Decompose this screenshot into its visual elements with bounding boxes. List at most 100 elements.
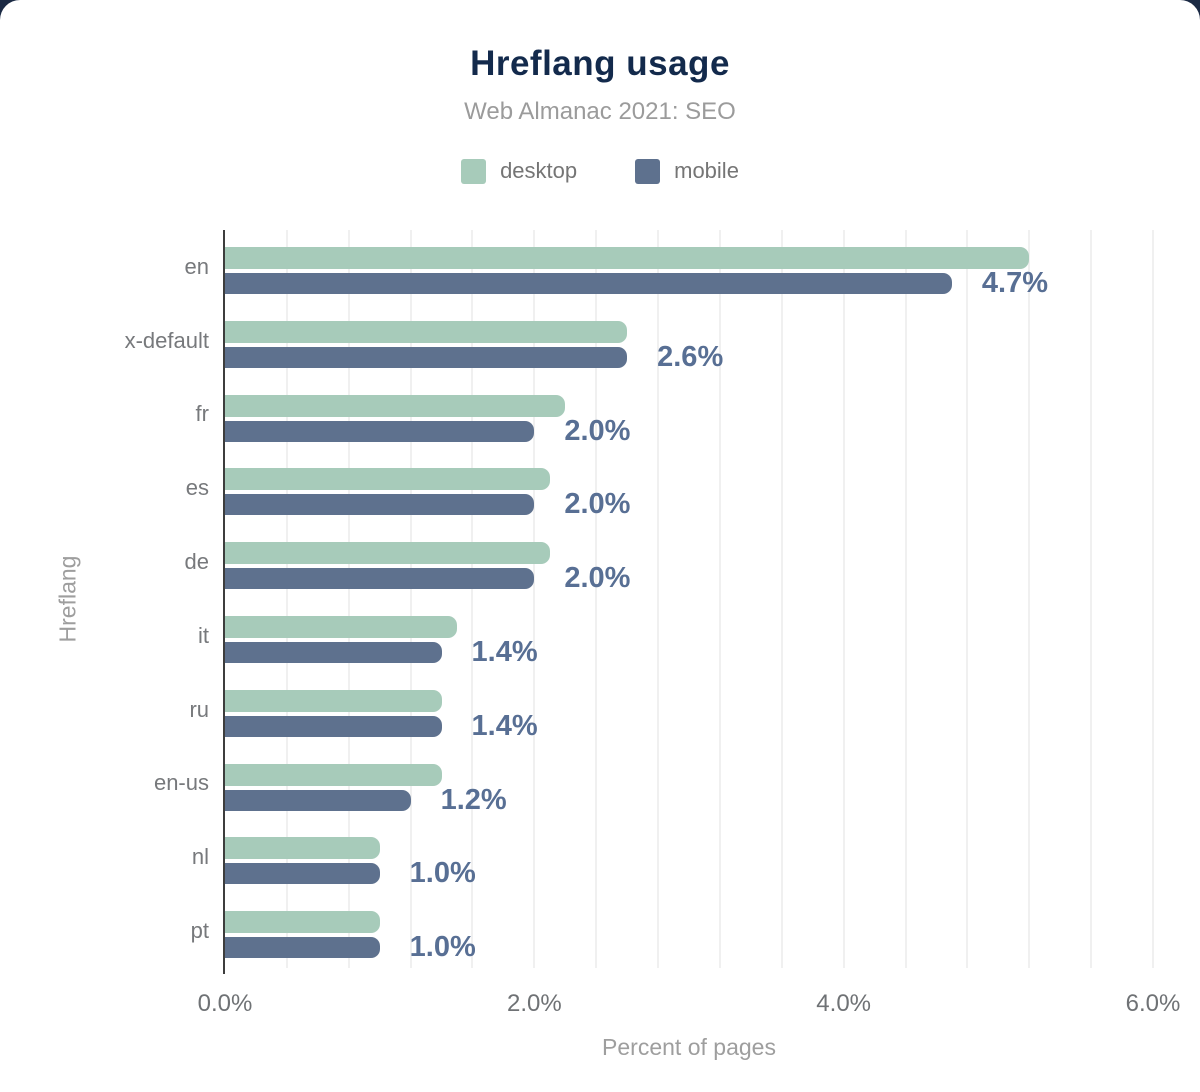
bar-line: 1.4% <box>225 635 1153 668</box>
data-label: 2.6% <box>657 340 724 373</box>
bar-line <box>225 689 1153 712</box>
gridline <box>842 230 845 968</box>
desktop-bar <box>225 394 566 417</box>
legend-label-desktop: desktop <box>500 158 578 183</box>
bar-line: 1.4% <box>225 709 1153 742</box>
bar-line: 2.0% <box>225 488 1153 521</box>
gridline <box>657 230 660 968</box>
gridline <box>1152 230 1154 968</box>
mobile-bar <box>225 641 442 663</box>
mobile-bar <box>225 346 628 368</box>
legend-item-desktop: desktop <box>461 158 577 184</box>
category-label: ru <box>189 696 209 722</box>
chart-row: it 1.4% <box>198 599 1153 673</box>
mobile-bar <box>225 789 411 811</box>
mobile-bar <box>225 937 380 959</box>
mobile-bar <box>225 568 535 590</box>
bar-group: 2.0% <box>225 542 1153 593</box>
data-label: 4.7% <box>981 267 1049 299</box>
bar-line <box>225 394 1153 417</box>
desktop-bar <box>225 615 457 638</box>
category-label: x-default <box>124 327 209 353</box>
legend: desktop mobile <box>0 158 1200 184</box>
data-label: 1.2% <box>440 783 507 816</box>
legend-label-mobile: mobile <box>674 158 739 183</box>
mobile-bar <box>225 420 535 442</box>
category-label: es <box>185 475 209 501</box>
rows: en 4.7% x-default 2.6% fr 2.0% es 2.0% de 2.0% it 1… <box>125 230 1153 968</box>
data-label: 1.4% <box>471 635 538 668</box>
bar-line <box>225 542 1153 565</box>
category-label: nl <box>191 844 209 870</box>
y-axis-line <box>223 230 225 974</box>
desktop-bar <box>225 911 380 934</box>
gridline <box>966 230 969 968</box>
bar-line: 1.2% <box>225 783 1153 816</box>
chart-row: de 2.0% <box>185 525 1153 599</box>
desktop-bar <box>225 468 550 491</box>
desktop-swatch-icon <box>461 158 487 184</box>
bar-group: 1.0% <box>225 911 1153 964</box>
category-label: pt <box>190 918 209 944</box>
bar-line: 1.0% <box>225 931 1153 964</box>
x-tick-label: 2.0% <box>506 990 562 1017</box>
legend-item-mobile: mobile <box>635 158 739 184</box>
desktop-bar <box>225 542 550 565</box>
data-label: 2.0% <box>564 414 631 447</box>
gridline <box>595 230 598 968</box>
bar-line: 2.6% <box>225 340 1153 373</box>
bar-line: 2.0% <box>225 564 1153 593</box>
chart-row: x-default 2.6% <box>125 304 1153 378</box>
bar-line: 4.7% <box>225 267 1153 299</box>
gridline <box>471 230 474 968</box>
x-tick-label: 4.0% <box>816 990 872 1017</box>
chart-row: fr 2.0% <box>196 378 1153 452</box>
bar-line <box>225 615 1153 638</box>
chart-row: nl 1.0% <box>192 820 1153 894</box>
bar-line <box>225 837 1153 860</box>
bar-group: 1.4% <box>225 689 1153 742</box>
chart-row: ru 1.4% <box>189 673 1153 747</box>
bar-line: 2.0% <box>225 414 1153 447</box>
mobile-bar <box>225 273 952 294</box>
gridline <box>285 230 288 968</box>
gridline <box>533 230 536 968</box>
desktop-bar <box>225 763 442 786</box>
bar-line <box>225 468 1153 491</box>
category-label: fr <box>195 401 209 427</box>
bar-line <box>225 320 1153 343</box>
x-tick-label: 6.0% <box>1125 990 1181 1017</box>
gridline <box>409 230 412 968</box>
desktop-bar <box>225 689 442 712</box>
plot-area: en 4.7% x-default 2.6% fr 2.0% es 2.0% de 2.0% it 1… <box>55 230 1180 1060</box>
bar-group: 2.0% <box>225 394 1153 447</box>
chart-subtitle: Web Almanac 2021: SEO <box>464 98 736 125</box>
gridline <box>780 230 783 968</box>
data-label: 2.0% <box>564 488 631 521</box>
mobile-swatch-icon <box>635 158 661 184</box>
category-label: de <box>184 549 209 575</box>
x-axis-title: Percent of pages <box>602 1034 776 1060</box>
mobile-bar <box>225 863 380 885</box>
data-label: 1.4% <box>471 709 538 742</box>
bar-group: 1.4% <box>225 615 1153 668</box>
bar-group: 4.7% <box>225 247 1153 299</box>
bar-line <box>225 911 1153 934</box>
data-label: 1.0% <box>409 931 476 964</box>
bar-group: 2.0% <box>225 468 1153 521</box>
bar-line <box>225 247 1153 269</box>
mobile-bar <box>225 715 442 737</box>
chart-row: en 4.7% <box>185 230 1153 304</box>
chart-row: pt 1.0% <box>191 894 1153 968</box>
gridline <box>904 230 907 968</box>
chart-row: en-us 1.2% <box>154 747 1153 821</box>
desktop-bar <box>225 837 380 860</box>
gridline <box>1028 230 1031 968</box>
data-label: 1.0% <box>409 857 476 890</box>
category-label: en <box>184 253 209 279</box>
bar-group: 1.2% <box>225 763 1153 816</box>
chart-row: es 2.0% <box>186 451 1153 525</box>
desktop-bar <box>225 320 628 343</box>
category-label: it <box>198 622 209 648</box>
